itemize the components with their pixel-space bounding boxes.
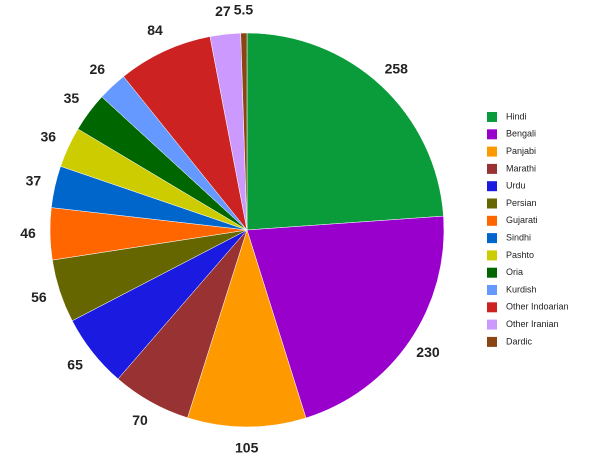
legend-swatch [487, 198, 497, 209]
legend-swatch [487, 250, 497, 261]
value-label: 230 [416, 344, 440, 360]
legend-label: Other Indoarian [506, 302, 569, 312]
value-label: 26 [89, 61, 105, 77]
legend-label: Pashto [506, 250, 534, 260]
legend-label: Panjabi [506, 146, 536, 156]
legend-swatch [487, 302, 497, 313]
legend-label: Marathi [506, 163, 536, 173]
value-label: 27 [215, 3, 231, 19]
legend-label: Dardic [506, 336, 533, 346]
legend-swatch [487, 146, 497, 157]
pie-slice [123, 36, 248, 231]
legend-swatch [487, 181, 497, 192]
value-label: 35 [64, 90, 80, 106]
pie-slice [246, 32, 444, 231]
legend-swatch [487, 112, 497, 122]
legend-label: Other Iranian [506, 319, 559, 329]
value-label: 258 [385, 60, 409, 76]
value-label: 56 [31, 289, 47, 305]
legend-swatch [487, 267, 497, 278]
legend-label: Hindi [506, 111, 527, 121]
legend-swatch [487, 129, 497, 140]
legend-swatch [487, 285, 497, 295]
pie-slice [246, 215, 445, 419]
legend-label: Urdu [506, 181, 526, 191]
legend-swatch [487, 336, 497, 347]
pie-slice [187, 229, 307, 428]
value-label: 70 [132, 412, 148, 428]
value-label: 105 [235, 440, 259, 456]
legend-label: Oria [506, 267, 523, 277]
legend-label: Kurdish [506, 284, 537, 294]
legend-swatch [487, 215, 497, 226]
legend-label: Persian [506, 198, 537, 208]
legend-swatch [487, 233, 497, 244]
pie-slice [240, 32, 248, 231]
legend-label: Bengali [506, 129, 536, 139]
legend-label: Gujarati [506, 215, 538, 225]
value-label: 37 [26, 173, 42, 189]
value-label: 65 [67, 356, 83, 372]
value-label: 84 [147, 22, 163, 38]
legend-label: Sindhi [506, 232, 531, 242]
value-label: 46 [20, 225, 36, 241]
legend-swatch [487, 163, 497, 174]
value-label: 5.5 [234, 2, 254, 18]
legend-swatch [487, 319, 497, 330]
value-label: 36 [41, 129, 57, 145]
